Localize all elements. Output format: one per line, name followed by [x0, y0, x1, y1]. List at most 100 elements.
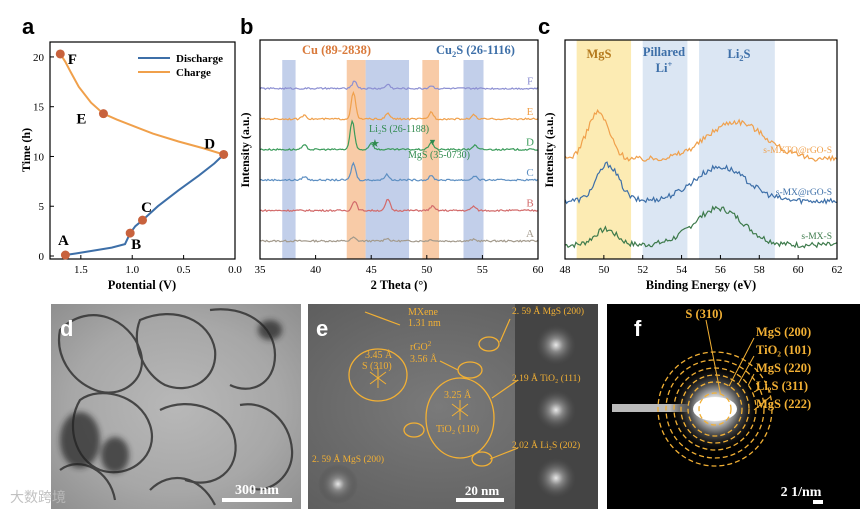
- tem-dark-patches: [60, 320, 282, 473]
- panel-c-x-ticks: 48 50 52 54 56 58 60 62: [560, 255, 843, 276]
- panel-d-letter: d: [60, 316, 73, 341]
- tem-scalebar: [222, 498, 292, 502]
- panel-a-plot-frame: [49, 41, 236, 260]
- a-point-label-C: C: [141, 200, 152, 216]
- saed-ring-label: TiO₂ (101): [756, 343, 811, 357]
- saed-ring-label: Li₂S (311): [756, 379, 808, 393]
- c-band-0: [576, 40, 632, 259]
- hrtem-mxene-top: MXene: [408, 307, 439, 318]
- b-xtick-label: 50: [421, 264, 433, 276]
- panel-c-ylabel: Intensity (a.u.): [542, 112, 556, 187]
- hrtem-mgs-left: 2. 59 Å MgS (200): [312, 453, 384, 465]
- panel-a-y-ticks: 0 5 10 15 20: [33, 52, 54, 263]
- hrtem-tio2-top: 3.25 Å: [444, 389, 472, 401]
- b-band-1: [346, 60, 366, 259]
- saed-ring-label: MgS (222): [756, 397, 811, 411]
- hrtem-scalebar: [456, 498, 504, 502]
- panel-e-letter: e: [316, 316, 328, 341]
- panel-f: S (310) MgS (200) TiO₂ (101) MgS (220) Li₂S …: [607, 304, 860, 509]
- c-xtick-label: 56: [715, 264, 727, 276]
- panel-a-xlabel: Potential (V): [108, 278, 176, 292]
- saed-ring-pointer: [753, 388, 760, 393]
- a-point-A: [60, 250, 70, 260]
- panel-b-xlabel: 2 Theta (°): [371, 278, 428, 292]
- c-series-label-1: s-MX@rGO-S: [776, 188, 832, 198]
- panel-b-mgs-annotation: MgS (35-0730): [408, 150, 470, 161]
- a-point-label-A: A: [58, 233, 69, 249]
- hrtem-lattice-marks: [369, 368, 469, 420]
- legend-discharge-label: Discharge: [176, 53, 223, 65]
- b-xtick-label: 60: [533, 264, 545, 276]
- c-series-label-0: s-MX-S: [801, 232, 832, 242]
- c-xtick-label: 48: [560, 264, 572, 276]
- panel-b-mgs-marker: ▼: [428, 137, 437, 147]
- panel-b: b A B C D E F 35 40 45 50 55 60 Cu (89-2838) Cu2S …: [238, 14, 544, 292]
- b-series-label-E: E: [527, 106, 534, 118]
- a-point-label-D: D: [204, 136, 215, 152]
- a-ytick-label: 0: [39, 251, 45, 263]
- panel-a-points: A B C D E F: [55, 49, 229, 260]
- b-series-label-A: A: [526, 228, 534, 240]
- b-series-label-C: C: [526, 167, 533, 179]
- b-series-F: [259, 80, 539, 91]
- saed-ring-labels: S (310) MgS (200) TiO₂ (101) MgS (220) Li₂S …: [685, 307, 811, 411]
- b-series-label-D: D: [526, 137, 534, 149]
- panel-c-bands: [576, 40, 775, 259]
- panel-a-letter: a: [22, 14, 35, 39]
- c-xtick-label: 62: [832, 264, 843, 276]
- a-xtick-label: 0.0: [228, 264, 242, 276]
- a-point-F: [55, 49, 65, 59]
- panel-b-ylabel: Intensity (a.u.): [238, 112, 252, 187]
- a-series-discharge: [65, 153, 225, 256]
- b-band-2: [365, 60, 410, 259]
- panel-c-band-mgs: MgS: [587, 47, 612, 61]
- saed-scalebar: [813, 500, 823, 504]
- saed-ring-pointer: [747, 373, 755, 386]
- panel-c-xlabel: Binding Energy (eV): [646, 278, 756, 292]
- b-xtick-label: 55: [477, 264, 489, 276]
- panel-b-curves: [259, 80, 539, 243]
- hrtem-s-top: 3.45 Å: [365, 349, 393, 361]
- a-series-charge: [59, 53, 224, 156]
- panel-b-letter: b: [240, 14, 253, 39]
- saed-ring-pointer: [753, 396, 771, 411]
- c-xtick-label: 54: [676, 264, 688, 276]
- a-point-B: [125, 228, 135, 238]
- hrtem-tio2-bottom: TiO₂ (110): [436, 424, 479, 435]
- b-series-label-F: F: [527, 76, 533, 88]
- panel-f-letter: f: [634, 316, 642, 341]
- hrtem-fft3-label: 2.02 Å Li₂S (202): [512, 439, 580, 451]
- hrtem-ellipses: [348, 336, 500, 467]
- c-series-2: [564, 108, 838, 162]
- panel-c-series-labels: s-MX-S s-MX@rGO-S s-MXTO@rGO-S: [763, 146, 832, 242]
- b-series-D: [259, 119, 538, 152]
- panel-c-band-liplus: Li+: [656, 59, 673, 75]
- panel-b-cu-label: Cu (89-2838): [302, 43, 371, 57]
- a-point-label-B: B: [131, 237, 141, 253]
- b-xtick-label: 45: [366, 264, 378, 276]
- saed-ring-label: MgS (220): [756, 361, 811, 375]
- panel-c-band-li2s: Li2S: [727, 47, 750, 63]
- a-point-label-F: F: [68, 52, 77, 68]
- b-xtick-label: 35: [255, 264, 267, 276]
- b-series-B: [259, 198, 538, 213]
- a-xtick-label: 1.0: [125, 264, 139, 276]
- hrtem-fft1-label: 2. 59 Å MgS (200): [512, 305, 584, 317]
- hrtem-arrows: [364, 311, 519, 460]
- hrtem-s-bottom: S (310): [362, 361, 392, 372]
- panel-b-x-ticks: 35 40 45 50 55 60: [255, 255, 545, 276]
- c-xtick-label: 50: [598, 264, 610, 276]
- saed-scale-label: 2 1/nm: [781, 485, 822, 500]
- a-xtick-label: 1.5: [74, 264, 88, 276]
- watermark: 大数跨境: [10, 489, 66, 505]
- panel-b-series-labels: A B C D E F: [526, 76, 534, 241]
- a-xtick-label: 0.5: [177, 264, 191, 276]
- c-series-1: [564, 161, 838, 206]
- panel-b-plot-frame: [259, 39, 539, 260]
- hrtem-fft-patterns: [318, 323, 578, 504]
- legend-charge-label: Charge: [176, 67, 211, 79]
- a-ytick-label: 5: [39, 201, 45, 213]
- b-xtick-label: 40: [310, 264, 322, 276]
